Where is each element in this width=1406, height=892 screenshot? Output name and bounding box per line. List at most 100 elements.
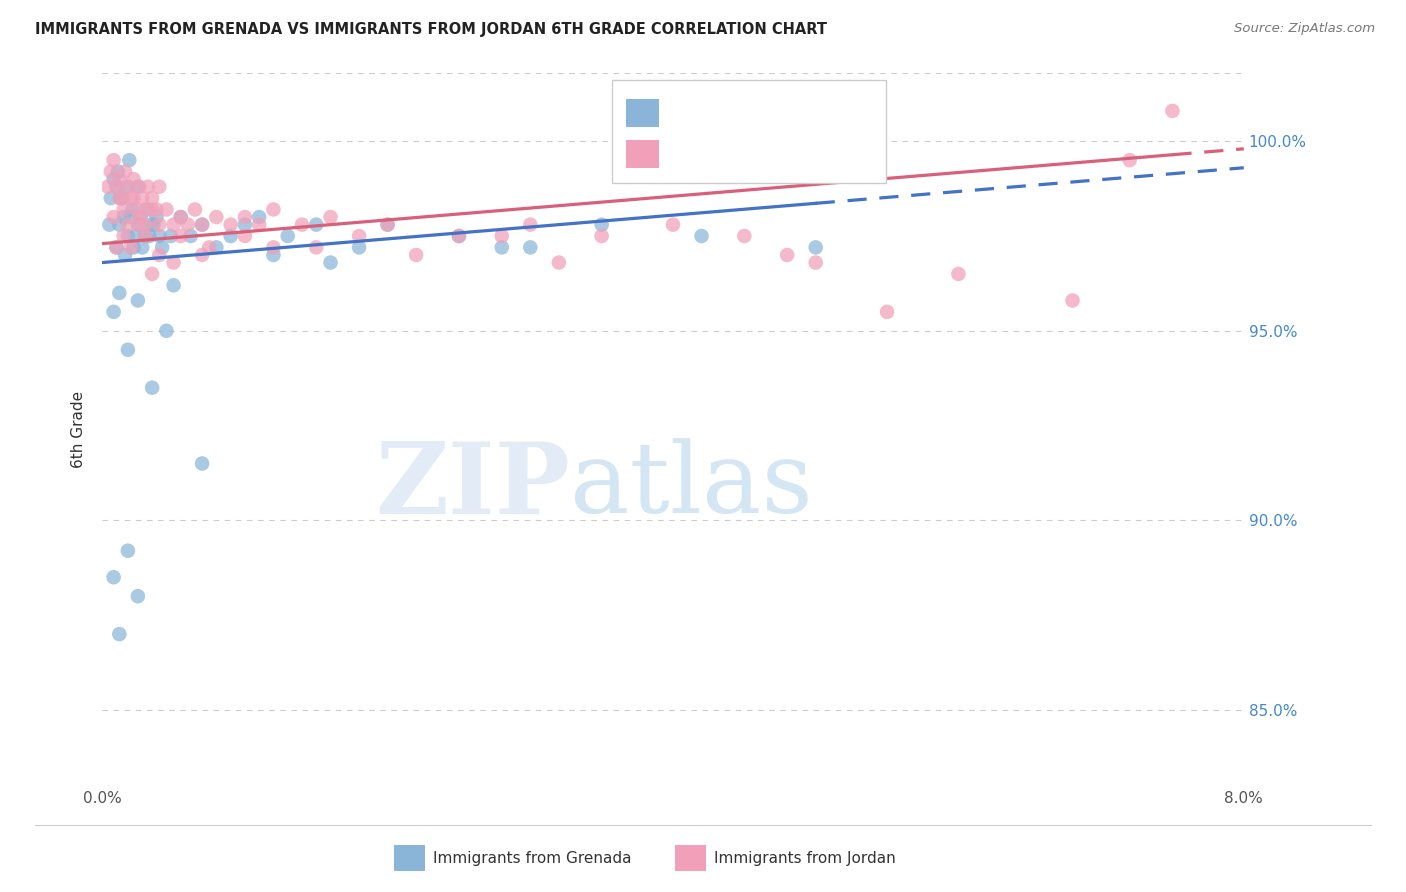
Point — [205, 240, 228, 254]
Point — [1161, 103, 1184, 118]
Point — [591, 218, 613, 232]
Point — [127, 179, 149, 194]
Point — [519, 218, 541, 232]
Point — [148, 229, 170, 244]
Point — [405, 248, 427, 262]
Point — [120, 191, 142, 205]
Point — [145, 202, 167, 217]
Point — [117, 343, 139, 357]
Point — [733, 229, 755, 244]
Point — [110, 191, 132, 205]
Point — [111, 191, 134, 205]
Point — [948, 267, 970, 281]
Point — [804, 255, 827, 269]
Point — [1062, 293, 1084, 308]
Point — [125, 202, 148, 217]
Text: 0.183: 0.183 — [713, 145, 765, 163]
Point — [191, 457, 214, 471]
Text: 0.141: 0.141 — [713, 104, 765, 122]
Point — [114, 164, 136, 178]
Point — [305, 218, 328, 232]
Point — [136, 179, 159, 194]
Point — [219, 229, 242, 244]
Point — [776, 248, 799, 262]
Point — [377, 218, 399, 232]
Point — [117, 179, 139, 194]
Point — [1118, 153, 1140, 168]
Point — [134, 218, 156, 232]
Point — [148, 218, 170, 232]
Point — [103, 210, 125, 224]
Text: R =: R = — [671, 104, 707, 122]
Text: atlas: atlas — [571, 439, 813, 534]
Text: N =: N = — [776, 145, 824, 163]
Point — [127, 589, 149, 603]
Point — [141, 191, 163, 205]
Point — [804, 240, 827, 254]
Point — [377, 218, 399, 232]
Point — [180, 229, 202, 244]
Point — [105, 179, 128, 194]
Point — [177, 218, 200, 232]
Point — [103, 153, 125, 168]
Point — [115, 179, 138, 194]
Point — [122, 191, 145, 205]
Point — [131, 240, 153, 254]
Point — [108, 627, 131, 641]
Point — [191, 218, 214, 232]
Point — [120, 210, 142, 224]
Point — [129, 210, 152, 224]
Point — [148, 179, 170, 194]
Text: ZIP: ZIP — [375, 438, 571, 535]
Point — [105, 240, 128, 254]
Point — [262, 248, 284, 262]
Text: Source: ZipAtlas.com: Source: ZipAtlas.com — [1234, 22, 1375, 36]
Point — [305, 240, 328, 254]
Point — [141, 381, 163, 395]
Point — [103, 570, 125, 584]
Text: IMMIGRANTS FROM GRENADA VS IMMIGRANTS FROM JORDAN 6TH GRADE CORRELATION CHART: IMMIGRANTS FROM GRENADA VS IMMIGRANTS FR… — [35, 22, 827, 37]
Text: N =: N = — [776, 104, 824, 122]
Point — [205, 210, 228, 224]
Point — [150, 240, 173, 254]
Y-axis label: 6th Grade: 6th Grade — [72, 391, 86, 468]
Point — [124, 229, 146, 244]
Point — [233, 218, 256, 232]
Point — [170, 210, 193, 224]
Point — [105, 240, 128, 254]
Point — [162, 255, 184, 269]
Point — [148, 248, 170, 262]
Point — [136, 202, 159, 217]
Point — [145, 210, 167, 224]
Text: Immigrants from Grenada: Immigrants from Grenada — [433, 851, 631, 865]
Point — [491, 240, 513, 254]
Point — [184, 202, 207, 217]
Point — [122, 240, 145, 254]
Text: 71: 71 — [832, 145, 855, 163]
Point — [134, 229, 156, 244]
Point — [128, 179, 150, 194]
Point — [219, 218, 242, 232]
Point — [142, 218, 165, 232]
Point — [141, 267, 163, 281]
Point — [131, 191, 153, 205]
Point — [108, 218, 131, 232]
Point — [233, 210, 256, 224]
Point — [97, 179, 120, 194]
Point — [159, 229, 181, 244]
Point — [491, 229, 513, 244]
Point — [162, 218, 184, 232]
Point — [103, 172, 125, 186]
Point — [690, 229, 713, 244]
Point — [141, 218, 163, 232]
Point — [107, 164, 129, 178]
Text: 58: 58 — [832, 104, 855, 122]
Point — [247, 218, 270, 232]
Point — [141, 202, 163, 217]
Point — [170, 210, 193, 224]
Point — [114, 248, 136, 262]
Point — [347, 240, 370, 254]
Point — [319, 255, 342, 269]
Point — [127, 218, 149, 232]
Point — [876, 305, 898, 319]
